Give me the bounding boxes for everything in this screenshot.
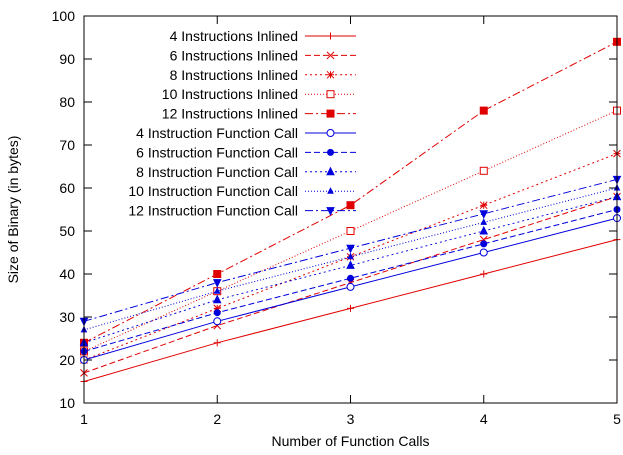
legend-label: 4 Instructions Inlined	[170, 28, 298, 44]
legend-entry: 6 Instruction Function Call	[136, 144, 356, 160]
legend-label: 8 Instructions Inlined	[170, 67, 298, 83]
data-point	[479, 248, 488, 257]
data-point	[479, 166, 488, 175]
legend-label: 6 Instructions Inlined	[170, 47, 298, 63]
y-tick-label: 70	[59, 137, 75, 153]
y-tick-label: 80	[59, 94, 75, 110]
legend-label: 12 Instruction Function Call	[128, 203, 298, 219]
data-point	[347, 304, 354, 312]
data-point	[326, 70, 335, 79]
x-tick-label: 1	[80, 411, 88, 427]
data-point	[479, 106, 488, 115]
data-point	[213, 339, 221, 347]
legend-entry: 8 Instructions Inlined	[170, 67, 356, 83]
legend: 4 Instructions Inlined 6 Instructions Inl…	[128, 28, 356, 219]
legend-entry: 4 Instructions Inlined	[170, 28, 356, 44]
legend-entry: 10 Instruction Function Call	[128, 183, 356, 199]
data-point	[346, 227, 355, 235]
legend-entry: 12 Instruction Function Call	[128, 203, 356, 219]
legend-label: 10 Instructions Inlined	[162, 86, 298, 102]
data-point	[326, 109, 335, 118]
data-point	[213, 317, 222, 326]
data-point	[479, 225, 489, 235]
data-point	[347, 274, 354, 282]
data-point	[346, 260, 355, 269]
y-tick-label: 50	[59, 223, 75, 239]
data-point	[479, 201, 488, 210]
series-10	[79, 175, 622, 327]
x-tick-label: 3	[347, 411, 355, 427]
data-point	[213, 270, 222, 278]
legend-entry: 12 Instructions Inlined	[162, 106, 356, 122]
series-layer	[79, 37, 622, 385]
y-tick-label: 100	[52, 8, 76, 24]
legend-entry: 4 Instruction Function Call	[136, 125, 356, 141]
x-tick-label: 2	[213, 411, 221, 427]
data-point	[346, 282, 355, 291]
data-point	[213, 304, 222, 313]
y-tick-label: 60	[59, 180, 75, 196]
data-point	[213, 287, 221, 294]
y-axis-title: Size of Binary (in bytes)	[5, 136, 21, 284]
data-point	[326, 207, 335, 216]
data-point	[326, 166, 335, 176]
data-point	[480, 218, 488, 225]
legend-entry: 8 Instruction Function Call	[136, 164, 356, 180]
axis-ticks: 10 20 30 40 50 60 70 80 90 100 1 2 3 4 5	[52, 8, 621, 427]
series-line	[83, 209, 618, 352]
data-point	[327, 32, 334, 40]
y-tick-label: 90	[59, 51, 75, 67]
y-tick-label: 30	[59, 309, 75, 325]
data-point	[212, 294, 222, 304]
x-tick-label: 5	[613, 411, 621, 427]
legend-label: 4 Instruction Function Call	[136, 125, 298, 141]
y-tick-label: 40	[59, 266, 75, 282]
data-point	[347, 252, 354, 260]
legend-label: 10 Instruction Function Call	[128, 183, 298, 199]
legend-label: 8 Instruction Function Call	[136, 164, 298, 180]
x-axis-title: Number of Function Calls	[272, 433, 430, 449]
data-point	[327, 148, 334, 156]
data-point	[480, 240, 488, 248]
series-6	[80, 214, 621, 364]
data-point	[326, 90, 335, 99]
data-point	[212, 279, 222, 288]
data-point	[480, 270, 488, 278]
series-line	[83, 196, 618, 344]
legend-label: 12 Instructions Inlined	[162, 106, 298, 122]
data-point	[346, 244, 355, 254]
data-point	[346, 201, 355, 210]
data-point	[327, 187, 334, 194]
legend-label: 6 Instruction Function Call	[136, 144, 298, 160]
data-point	[326, 51, 335, 60]
x-tick-label: 4	[480, 411, 488, 427]
y-tick-label: 20	[59, 352, 75, 368]
data-point	[479, 210, 489, 219]
data-point	[326, 129, 335, 137]
legend-entry: 10 Instructions Inlined	[162, 86, 356, 102]
legend-entry: 6 Instructions Inlined	[170, 47, 356, 63]
y-tick-label: 10	[59, 395, 75, 411]
data-point	[213, 309, 221, 317]
